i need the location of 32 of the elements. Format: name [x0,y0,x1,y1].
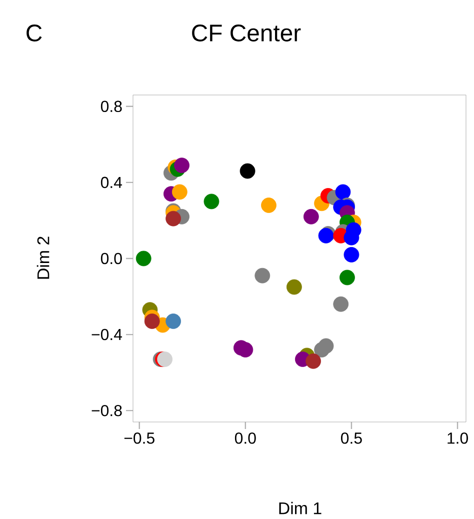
point [335,184,351,200]
point [166,210,181,226]
y-tick-label: 0.4 [100,176,122,188]
point [344,246,360,262]
point [174,158,190,174]
y-tick-label: 0.8 [100,100,122,112]
chart-title: CF Center [192,24,301,42]
point [318,338,334,354]
y-axis-title: Dim 2 [36,236,50,279]
y-tick-label: 0.0 [100,252,122,264]
text: C [26,24,42,42]
x-tick-label: 1.0 [448,432,468,444]
point [254,268,270,284]
point [306,353,321,369]
point [333,296,349,312]
x-tick-label: −0.5 [124,432,154,444]
point [204,194,220,210]
point [286,279,302,295]
point [136,250,152,266]
point [303,208,319,224]
point [172,184,188,200]
point [144,314,160,329]
y-tick-label: −0.4 [92,328,122,340]
x-axis-title: Dim 1 [279,502,322,514]
x-tick-label: 0.5 [341,432,362,444]
point [166,314,181,329]
point [261,198,276,213]
y-tick-label: −0.8 [92,404,122,416]
point [340,270,355,286]
point [240,163,256,179]
point [346,222,362,238]
x-tick-label: 0.0 [234,432,256,444]
